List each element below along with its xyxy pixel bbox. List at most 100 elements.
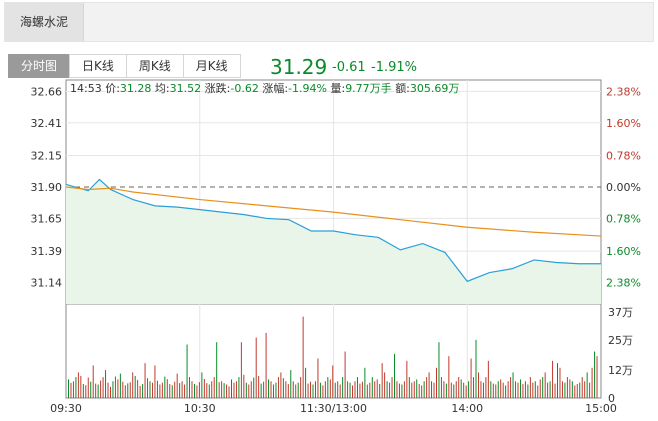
volume-bar [500,379,502,398]
volume-tick-label: 12万 [608,364,633,377]
volume-bar [569,379,571,398]
tab-intraday[interactable]: 分时图 [8,54,71,78]
avg-line [65,186,602,237]
volume-bar [258,375,260,398]
tab-monthly-k[interactable]: 月K线 [182,54,241,78]
volume-bar [342,377,344,398]
volume-bar [307,383,309,398]
volume-bar [411,382,413,398]
volume-tick-label: 37万 [608,306,633,319]
volume-bar [189,377,191,398]
volume-bar [184,384,186,398]
volume-bar [156,380,158,398]
volume-bar [159,384,161,398]
volume-bar [310,381,312,398]
volume-bar [374,381,376,398]
volume-bar [586,372,588,398]
volume-bar [282,378,284,398]
volume-bar [102,377,104,398]
pct-tick-label: 2.38% [606,277,641,290]
volume-bar [327,377,329,398]
volume-bar [132,372,134,398]
price-area [66,179,601,304]
volume-bar [92,365,94,398]
volume-bar [243,374,245,398]
volume-bar [477,372,479,398]
x-tick-label: 11:30/13:00 [300,402,367,415]
volume-bar [539,379,541,398]
y-tick-label: 32.66 [31,85,63,98]
x-tick-label: 10:30 [184,402,216,415]
volume-bar [142,384,144,398]
volume-bar [379,384,381,398]
volume-bar [164,376,166,398]
volume-bar [260,383,262,398]
volume-bar [149,381,151,398]
volume-bar [369,382,371,398]
volume-bar [129,382,131,398]
volume-bar [201,372,203,398]
volume-bar [191,381,193,398]
volume-bar [75,377,77,398]
volume-bar [524,381,526,398]
stock-tab[interactable]: 海螺水泥 [5,3,84,41]
volume-bar [238,377,240,398]
volume-bar [448,356,450,398]
volume-bar [322,385,324,398]
volume-bar [329,379,331,398]
volume-bar [527,384,529,398]
volume-bar [285,381,287,398]
volume-bar [277,377,279,398]
volume-bar [391,377,393,398]
volume-bar [515,381,517,398]
volume-bar [105,370,107,398]
tab-weekly-k[interactable]: 周K线 [125,54,184,78]
volume-bar [403,381,405,398]
volume-bar [193,384,195,398]
volume-bar [406,360,408,398]
volume-bar [574,385,576,398]
volume-bar [272,384,274,398]
volume-bar [218,382,220,398]
volume-bar [433,382,435,398]
volume-bar [347,381,349,398]
volume-bar [122,381,124,398]
volume-bar [87,377,89,398]
volume-bar [280,372,282,398]
info-amount-label: 额: [395,82,410,95]
y-tick-label: 31.90 [31,181,63,194]
volume-bar [127,383,129,398]
volume-bar [144,363,146,398]
volume-bar [208,384,210,398]
volume-bar [240,342,242,398]
volume-tick-label: 25万 [608,334,633,347]
volume-bar [534,381,536,398]
stock-tab-bar: 海螺水泥 [4,2,654,42]
volume-bar [519,379,521,398]
volume-bar [596,356,598,398]
volume-bar [561,381,563,398]
volume-bar [458,377,460,398]
volume-bar [552,360,554,398]
volume-bar [354,381,356,398]
volume-bar [77,372,79,398]
volume-bar [522,384,524,398]
volume-bar [490,381,492,398]
quote-change-percent: -1.91% [371,60,417,75]
volume-bar [268,379,270,398]
volume-bar [109,386,111,398]
info-time: 14:53 [70,82,102,95]
volume-bar [295,384,297,398]
volume-bar [139,385,141,398]
volume-bar [292,381,294,398]
volume-bar [349,382,351,398]
volume-bar [396,381,398,398]
volume-bar [255,337,257,398]
volume-bar [352,385,354,398]
volume-bar [203,378,205,398]
volume-bar [416,379,418,398]
volume-bar [337,381,339,398]
tab-daily-k[interactable]: 日K线 [69,54,127,78]
volume-bar [85,385,87,398]
volume-bar [487,360,489,398]
